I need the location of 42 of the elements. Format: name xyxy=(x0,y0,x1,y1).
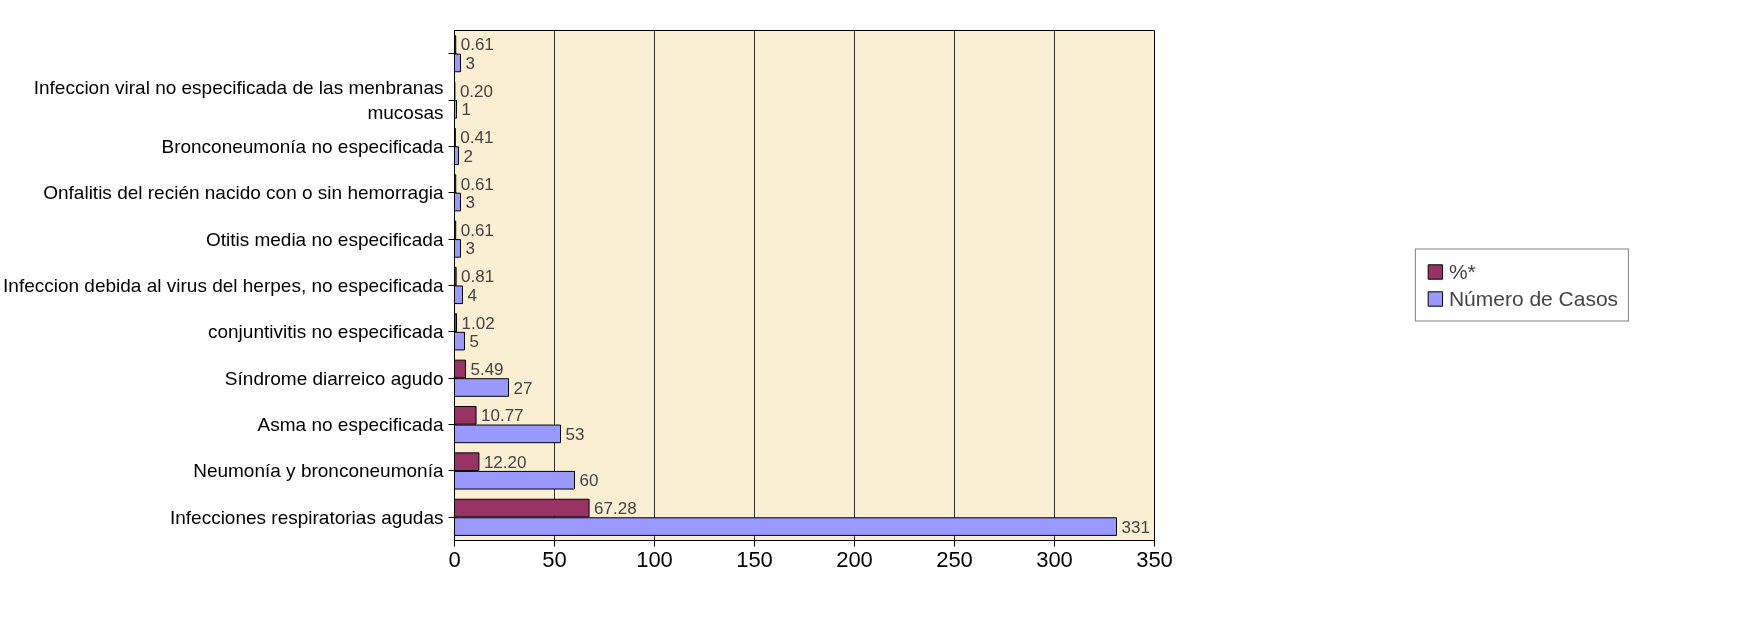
y-tick-label: conjuntivitis no especificada xyxy=(207,321,444,343)
data-label: 0.41 xyxy=(460,128,494,148)
data-label: 0.20 xyxy=(459,81,493,101)
x-tick-label: 0 xyxy=(448,546,461,572)
data-label: 1 xyxy=(461,100,471,120)
data-label: 3 xyxy=(465,239,475,259)
x-tick-label: 50 xyxy=(542,546,567,572)
legend-label: %* xyxy=(1448,259,1476,284)
y-tick-label: Síndrome diarreico agudo xyxy=(224,367,444,389)
data-label: 4 xyxy=(467,285,477,305)
x-tick-label: 250 xyxy=(936,546,973,572)
data-label: 12.20 xyxy=(483,452,527,472)
data-label: 0.61 xyxy=(460,174,494,194)
data-label: 10.77 xyxy=(481,406,524,426)
data-label: 27 xyxy=(513,378,533,398)
x-tick-label: 300 xyxy=(1036,546,1073,572)
data-label: 53 xyxy=(565,424,585,444)
y-tick-label: Neumonía y bronconeumonía xyxy=(193,460,444,482)
x-tick-label: 350 xyxy=(1136,546,1173,572)
y-tick-label: Infeccion debida al virus del herpes, no especificada xyxy=(3,275,444,296)
y-tick-label: Onfalitis del recién nacido con o sin hemorragia xyxy=(43,182,444,204)
data-label: 3 xyxy=(465,193,475,213)
data-label: 2 xyxy=(463,146,473,166)
data-label: 5 xyxy=(469,332,479,352)
x-tick-label: 150 xyxy=(736,546,773,572)
data-label: 0.61 xyxy=(460,220,494,240)
x-tick-label: 100 xyxy=(636,546,673,572)
data-label: 67.28 xyxy=(594,499,637,519)
y-tick-label: Infeccion viral no especificada de las menbranas mucosas xyxy=(33,76,444,124)
x-tick-label: 200 xyxy=(836,546,873,572)
y-tick-label: Asma no especificada xyxy=(257,414,444,436)
y-tick-label: Infecciones respiratorias agudas xyxy=(169,506,444,528)
data-label: 331 xyxy=(1121,517,1150,537)
legend-label: Número de Casos xyxy=(1448,286,1619,311)
y-tick-label: Otitis media no especificada xyxy=(205,228,444,250)
data-label: 3 xyxy=(465,53,475,73)
data-label: 0.81 xyxy=(461,267,495,287)
data-label: 60 xyxy=(579,471,599,491)
data-label: 1.02 xyxy=(461,313,495,333)
data-label: 0.61 xyxy=(460,35,494,55)
y-tick-label: Bronconeumonía no especificada xyxy=(161,135,444,157)
data-label: 5.49 xyxy=(470,359,504,379)
